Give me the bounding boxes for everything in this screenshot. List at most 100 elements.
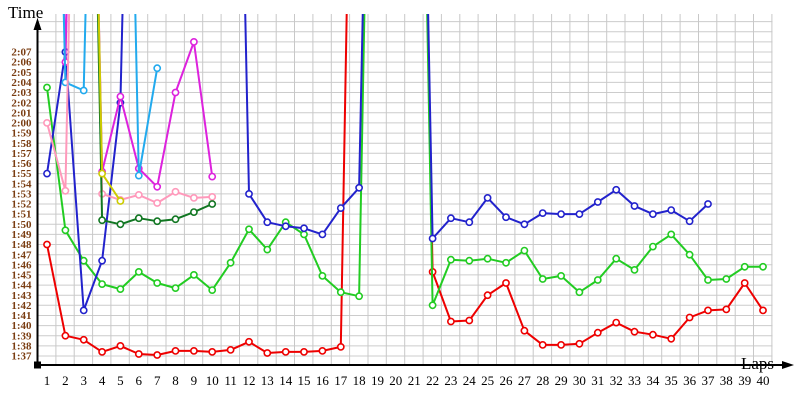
y-tick-label: 1:51 [11, 209, 31, 221]
y-tick-label: 2:03 [11, 87, 32, 99]
data-point [171, 215, 180, 224]
data-point [593, 328, 602, 337]
data-point [116, 341, 125, 350]
y-tick-label: 2:06 [11, 57, 32, 69]
x-axis-tick-labels: 1 2 3 4 5 6 7 8 9 10 11 12 13 14 15 16 17 18 19 20 21 22 23 24 2… [44, 373, 770, 388]
data-point [98, 169, 106, 178]
y-tick-label: 1:40 [11, 320, 32, 332]
y-tick-label: 1:52 [11, 199, 32, 211]
data-point [171, 88, 180, 97]
x-tick-label: 30 [573, 373, 586, 388]
data-point [245, 189, 253, 198]
data-point [575, 339, 584, 348]
data-point [134, 350, 143, 358]
x-tick-label: 2 [62, 373, 69, 388]
data-point [153, 217, 162, 226]
data-point [79, 306, 88, 315]
data-point [263, 218, 272, 227]
data-point [446, 317, 455, 326]
y-tick-label: 2:01 [11, 107, 31, 119]
x-tick-label: 17 [334, 373, 348, 388]
data-point [612, 318, 621, 327]
data-point [300, 230, 308, 239]
data-point [575, 288, 584, 297]
data-point [300, 224, 308, 233]
data-point [263, 245, 272, 254]
x-tick-label: 28 [536, 373, 549, 388]
data-point [134, 267, 143, 276]
y-tick-label: 1:46 [11, 259, 32, 271]
data-point [740, 279, 749, 287]
x-tick-label: 18 [353, 373, 366, 388]
x-tick-label: 10 [206, 373, 219, 388]
series-green [43, 14, 767, 310]
x-tick-label: 31 [591, 373, 604, 388]
data-point [43, 119, 51, 127]
data-point [649, 242, 657, 251]
data-point [740, 262, 749, 271]
data-point [79, 86, 88, 95]
data-point [538, 209, 547, 217]
data-point [226, 258, 235, 267]
x-tick-label: 20 [389, 373, 402, 388]
data-point [630, 265, 639, 274]
series-blue [43, 14, 712, 315]
y-tick-label: 1:49 [11, 229, 32, 241]
y-tick-label: 1:38 [11, 341, 32, 353]
data-point [263, 349, 272, 357]
series-line [97, 14, 122, 202]
data-point [593, 276, 602, 284]
x-tick-label: 35 [665, 373, 678, 388]
y-tick-label: 1:44 [11, 280, 32, 292]
data-point [153, 182, 162, 191]
x-tick-label: 26 [500, 373, 514, 388]
data-point [318, 230, 327, 239]
data-point [465, 218, 474, 227]
x-tick-label: 9 [191, 373, 198, 388]
data-point [116, 285, 125, 293]
series-line [46, 14, 709, 312]
data-point [134, 190, 143, 199]
axis-lines [33, 18, 794, 369]
data-point [189, 38, 198, 46]
y-tick-label: 2:02 [11, 97, 32, 109]
data-point [116, 197, 125, 205]
data-point [79, 256, 88, 265]
data-point [61, 331, 70, 340]
x-tick-label: 23 [444, 373, 457, 388]
y-tick-label: 1:48 [11, 239, 32, 251]
y-tick-label: 1:54 [11, 178, 32, 190]
series-olive [97, 14, 125, 205]
x-tick-label: 24 [463, 373, 477, 388]
series-line [46, 14, 764, 307]
data-point [759, 262, 767, 271]
data-point [98, 256, 106, 265]
data-point [667, 206, 676, 214]
y-tick-label: 1:39 [11, 330, 32, 342]
y-tick-label: 1:57 [11, 148, 32, 160]
data-point [153, 351, 162, 359]
x-tick-label: 40 [757, 373, 770, 388]
data-point [153, 199, 162, 207]
series-dark-green [96, 14, 217, 229]
x-tick-label: 12 [243, 373, 256, 388]
data-point [208, 192, 217, 201]
data-point [208, 286, 217, 294]
x-tick-label: 5 [117, 373, 124, 388]
vertical-gridlines [37, 14, 773, 365]
y-tick-label: 1:37 [11, 351, 32, 363]
x-tick-label: 32 [610, 373, 623, 388]
data-point [520, 246, 529, 255]
x-tick-label: 13 [261, 373, 274, 388]
series-line [46, 14, 764, 356]
data-point [685, 250, 694, 259]
data-point [704, 200, 712, 208]
data-point [79, 335, 88, 344]
data-point [189, 270, 198, 279]
data-point [538, 340, 547, 349]
data-point [685, 313, 694, 322]
data-point [153, 64, 162, 73]
data-point [245, 337, 253, 346]
data-point [61, 226, 70, 235]
